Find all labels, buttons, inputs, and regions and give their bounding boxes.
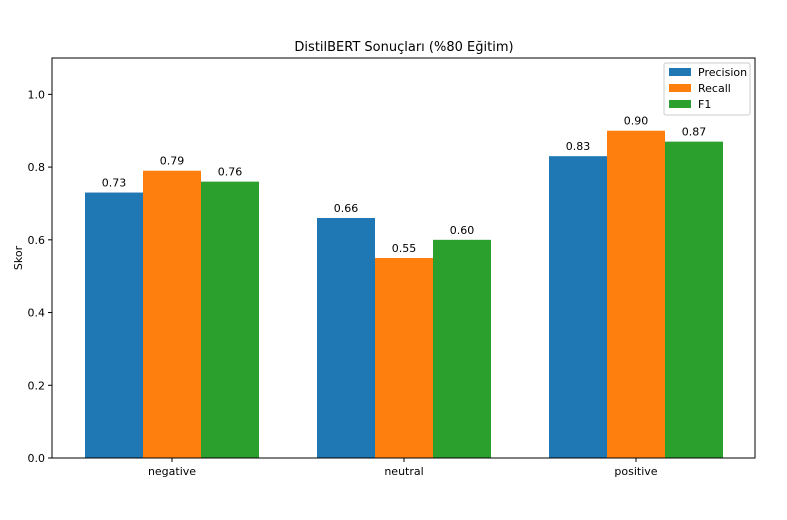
plot-area: 0.0 0.2 0.4 0.6 0.8 1.0 0.73 0.79 0.76 negative 0.…: [28, 88, 723, 478]
y-tick-label: 0.4: [28, 307, 46, 320]
data-label: 0.83: [566, 140, 591, 153]
y-tick-label: 0.6: [28, 234, 46, 247]
x-tick-label: positive: [614, 465, 657, 478]
bar-f1-negative: [201, 181, 259, 459]
bar-f1-positive: [665, 141, 723, 459]
legend-label: Precision: [698, 66, 747, 79]
legend-label: F1: [698, 98, 711, 111]
x-tick-label: negative: [148, 465, 196, 478]
data-label: 0.76: [218, 166, 243, 179]
legend-swatch-f1: [669, 100, 691, 108]
data-label: 0.90: [624, 115, 649, 128]
chart-title: DistilBERT Sonuçları (%80 Eğitim): [294, 40, 513, 55]
plot-frame: [51, 57, 756, 459]
bar-recall-negative: [143, 170, 201, 458]
legend-swatch-precision: [669, 68, 691, 76]
data-label: 0.55: [392, 242, 417, 255]
legend-label: Recall: [698, 82, 731, 95]
data-label: 0.79: [160, 155, 185, 168]
data-label: 0.73: [102, 177, 127, 190]
bar-precision-neutral: [317, 218, 375, 458]
data-label: 0.66: [334, 202, 359, 215]
y-tick-label: 0.0: [28, 452, 46, 465]
bar-precision-negative: [85, 192, 143, 458]
bar-precision-positive: [549, 156, 607, 458]
bar-recall-neutral: [375, 258, 433, 458]
bar-recall-positive: [607, 130, 665, 458]
legend-swatch-recall: [669, 84, 691, 92]
data-label: 0.60: [450, 224, 475, 237]
legend: Precision Recall F1: [663, 62, 751, 116]
y-tick-label: 0.8: [28, 161, 46, 174]
x-tick-label: neutral: [384, 465, 423, 478]
data-label: 0.87: [682, 126, 707, 139]
y-tick-label: 0.2: [28, 379, 46, 392]
y-tick-label: 1.0: [28, 88, 46, 101]
y-axis-label: Skor: [12, 245, 25, 270]
bar-f1-neutral: [433, 239, 491, 458]
